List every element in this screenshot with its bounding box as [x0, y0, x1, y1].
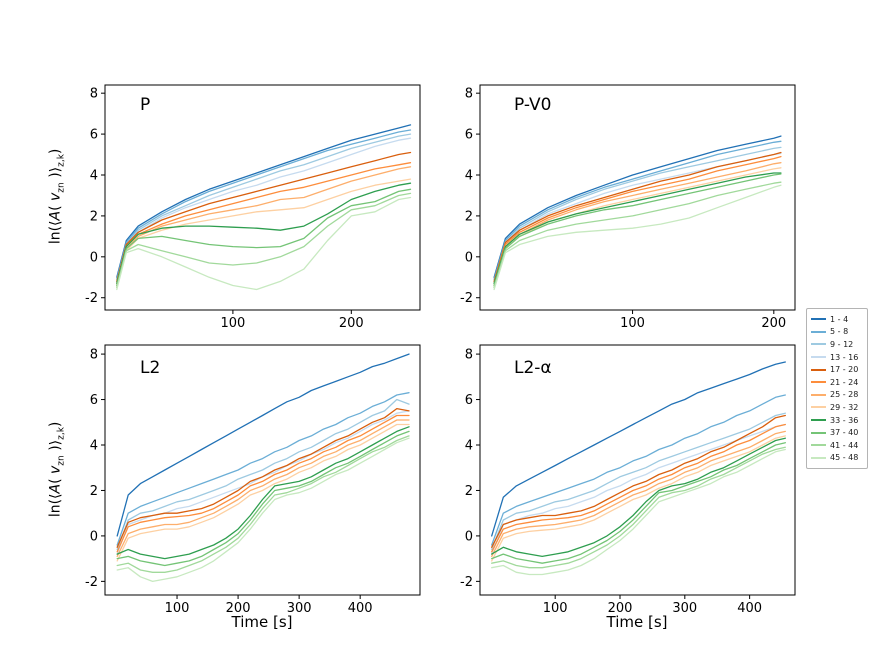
ylabel-part: ln(⟨: [47, 493, 64, 518]
y-axis-label-bottom-row: ln(⟨A( vzn )⟩z,k): [48, 349, 67, 589]
ylabel-part: )⟩: [47, 166, 64, 183]
legend-item: 17 - 20: [811, 363, 863, 376]
legend-line-swatch: [811, 444, 826, 447]
ylabel-part: A: [47, 210, 64, 221]
legend-line-swatch: [811, 368, 826, 371]
legend-label: 45 - 48: [830, 453, 859, 463]
svg-text:0: 0: [465, 250, 473, 265]
svg-text:4: 4: [90, 169, 98, 184]
svg-text:2: 2: [90, 484, 98, 499]
svg-text:2: 2: [465, 209, 473, 224]
ylabel-subscript: z,k: [56, 154, 67, 167]
ylabel-part: v: [47, 192, 64, 201]
svg-text:-2: -2: [85, 575, 98, 590]
svg-text:-2: -2: [460, 575, 473, 590]
legend-label: 33 - 36: [830, 415, 859, 425]
svg-text:-2: -2: [460, 291, 473, 306]
svg-text:100: 100: [543, 601, 568, 616]
legend-label: 9 - 12: [830, 339, 854, 349]
legend-label: 29 - 32: [830, 402, 859, 412]
svg-text:4: 4: [465, 439, 473, 454]
legend-label: 5 - 8: [830, 327, 849, 337]
svg-text:4: 4: [465, 169, 473, 184]
svg-text:8: 8: [465, 87, 473, 102]
legend-item: 37 - 40: [811, 426, 863, 439]
svg-text:200: 200: [608, 601, 633, 616]
svg-text:6: 6: [90, 128, 98, 143]
panel-title-p: P: [140, 95, 151, 115]
svg-text:0: 0: [90, 529, 98, 544]
legend-item: 45 - 48: [811, 452, 863, 465]
svg-text:400: 400: [348, 601, 373, 616]
legend-item: 21 - 24: [811, 376, 863, 389]
legend-line-swatch: [811, 343, 826, 346]
legend-label: 37 - 40: [830, 428, 859, 438]
svg-text:200: 200: [226, 601, 251, 616]
svg-text:0: 0: [465, 529, 473, 544]
legend: 1 - 4 5 - 8 9 - 12 13 - 16 17 - 20 21 - 24 25 …: [806, 308, 868, 470]
legend-item: 33 - 36: [811, 414, 863, 427]
legend-label: 13 - 16: [830, 352, 859, 362]
svg-text:300: 300: [287, 601, 312, 616]
ylabel-part: ): [47, 148, 64, 155]
panel-title-p-v0: P-V0: [514, 95, 552, 115]
legend-item: 29 - 32: [811, 401, 863, 414]
svg-text:300: 300: [672, 601, 697, 616]
legend-label: 25 - 28: [830, 390, 859, 400]
svg-text:4: 4: [90, 439, 98, 454]
legend-item: 5 - 8: [811, 326, 863, 339]
legend-line-swatch: [811, 381, 826, 384]
ylabel-part: A: [47, 483, 64, 494]
svg-text:100: 100: [165, 601, 190, 616]
legend-item: 1 - 4: [811, 313, 863, 326]
legend-line-swatch: [811, 456, 826, 459]
legend-line-swatch: [811, 393, 826, 396]
ylabel-part: )⟩: [47, 439, 64, 456]
legend-line-swatch: [811, 406, 826, 409]
panel-title-l2-alpha: L2-α: [514, 358, 552, 378]
y-axis-label-top-row: ln(⟨A( vzn )⟩z,k): [48, 76, 67, 316]
ylabel-part: v: [47, 465, 64, 474]
ylabel-part: ): [47, 421, 64, 428]
legend-label: 21 - 24: [830, 377, 859, 387]
ylabel-part: (: [47, 473, 64, 484]
svg-text:8: 8: [90, 348, 98, 363]
svg-text:-2: -2: [85, 291, 98, 306]
ylabel-part: (: [47, 200, 64, 211]
ylabel-part: ln(⟨: [47, 220, 64, 245]
legend-line-swatch: [811, 330, 826, 333]
svg-text:8: 8: [90, 87, 98, 102]
svg-text:200: 200: [761, 316, 786, 331]
ylabel-subscript: zn: [56, 182, 67, 193]
svg-text:0: 0: [90, 250, 98, 265]
legend-item: 13 - 16: [811, 351, 863, 364]
legend-line-swatch: [811, 356, 826, 359]
ylabel-subscript: z,k: [56, 427, 67, 440]
legend-item: 25 - 28: [811, 389, 863, 402]
svg-text:100: 100: [620, 316, 645, 331]
svg-text:100: 100: [220, 316, 245, 331]
svg-text:6: 6: [465, 393, 473, 408]
svg-text:8: 8: [465, 348, 473, 363]
legend-item: 41 - 44: [811, 439, 863, 452]
legend-line-swatch: [811, 431, 826, 434]
svg-text:2: 2: [90, 209, 98, 224]
x-axis-label-right: Time [s]: [606, 613, 668, 631]
legend-item: 9 - 12: [811, 338, 863, 351]
legend-line-swatch: [811, 419, 826, 422]
x-axis-label-left: Time [s]: [231, 613, 293, 631]
legend-label: 1 - 4: [830, 314, 849, 324]
legend-line-swatch: [811, 318, 826, 321]
svg-text:200: 200: [339, 316, 364, 331]
legend-label: 17 - 20: [830, 365, 859, 375]
svg-text:400: 400: [737, 601, 762, 616]
svg-text:2: 2: [465, 484, 473, 499]
svg-text:6: 6: [465, 128, 473, 143]
legend-label: 41 - 44: [830, 440, 859, 450]
svg-text:6: 6: [90, 393, 98, 408]
ylabel-subscript: zn: [56, 455, 67, 466]
panel-title-l2: L2: [140, 358, 161, 378]
